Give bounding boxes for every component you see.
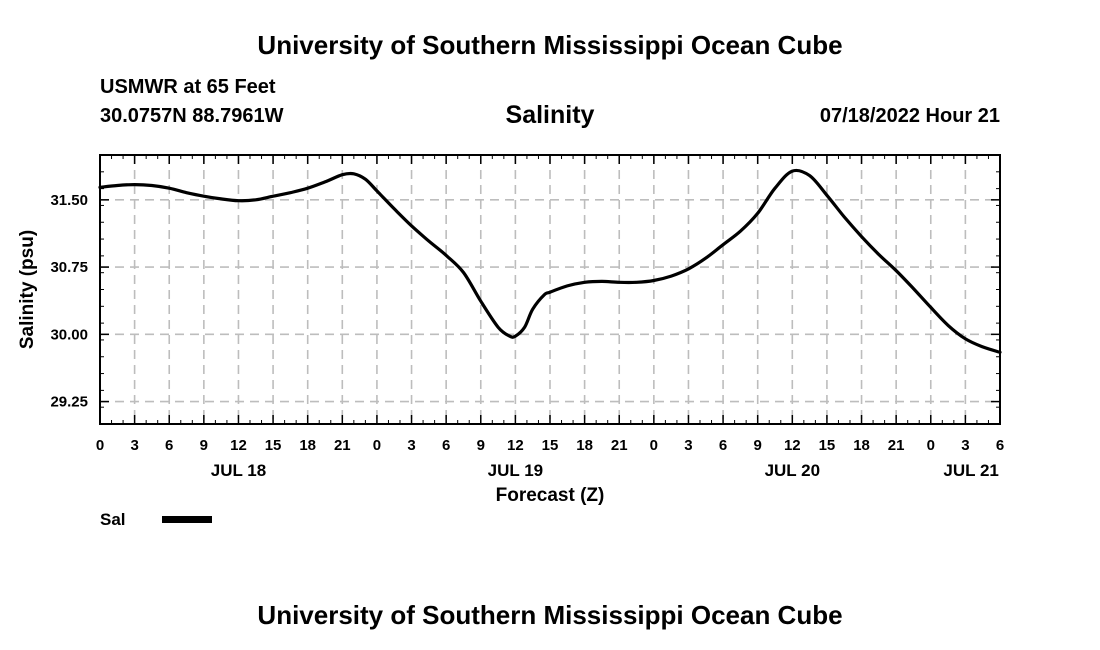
salinity-series-line xyxy=(98,168,1002,354)
x-tick-label: 18 xyxy=(576,437,593,454)
x-tick-label: 0 xyxy=(927,437,935,454)
x-tick-label: 3 xyxy=(961,437,969,454)
x-tick-label: 12 xyxy=(784,437,801,454)
x-tick-label: 9 xyxy=(477,437,485,454)
day-label: JUL 21 xyxy=(943,461,998,480)
x-tick-label: 9 xyxy=(200,437,208,454)
x-tick-label: 18 xyxy=(299,437,316,454)
footer-title: University of Southern Mississippi Ocean… xyxy=(257,600,843,630)
day-label: JUL 18 xyxy=(211,461,266,480)
x-tick-label: 15 xyxy=(819,437,836,454)
x-tick-label: 6 xyxy=(719,437,727,454)
x-tick-label: 9 xyxy=(754,437,762,454)
y-tick-label: 31.50 xyxy=(50,192,88,209)
forecast-run-time: 07/18/2022 Hour 21 xyxy=(819,105,1000,127)
label-layer: 0 3 6 9 12 15 18 21 0 3 6 9 12 15 18 21 0 3 6 9 12 15 18 21 0 3 6 2… xyxy=(17,192,1004,506)
x-tick-label: 3 xyxy=(684,437,692,454)
legend-label: Sal xyxy=(100,510,126,529)
x-tick-label: 3 xyxy=(407,437,415,454)
station-coordinates: 30.0757N 88.7961W xyxy=(100,105,284,127)
x-axis-label: Forecast (Z) xyxy=(496,485,605,506)
x-tick-label: 6 xyxy=(165,437,173,454)
tick-layer xyxy=(99,155,1001,425)
x-tick-label: 15 xyxy=(542,437,559,454)
x-tick-label: 0 xyxy=(96,437,104,454)
y-tick-label: 30.00 xyxy=(50,326,88,343)
x-tick-label: 21 xyxy=(611,437,628,454)
day-label: JUL 19 xyxy=(488,461,543,480)
x-tick-label: 0 xyxy=(373,437,381,454)
chart-title: Salinity xyxy=(505,101,595,129)
x-tick-label: 12 xyxy=(230,437,247,454)
x-tick-label: 6 xyxy=(996,437,1004,454)
header-title: University of Southern Mississippi Ocean… xyxy=(257,30,843,60)
grid-layer xyxy=(100,155,1000,424)
x-tick-label: 3 xyxy=(130,437,138,454)
x-tick-label: 18 xyxy=(853,437,870,454)
day-label: JUL 20 xyxy=(765,461,820,480)
x-tick-label: 6 xyxy=(442,437,450,454)
y-tick-label: 30.75 xyxy=(50,259,88,276)
x-tick-label: 21 xyxy=(888,437,905,454)
x-tick-label: 21 xyxy=(334,437,351,454)
x-tick-label: 15 xyxy=(265,437,282,454)
station-name: USMWR at 65 Feet xyxy=(100,76,276,98)
y-tick-label: 29.25 xyxy=(50,394,88,411)
x-tick-label: 12 xyxy=(507,437,524,454)
x-tick-label: 0 xyxy=(650,437,658,454)
legend-swatch xyxy=(162,516,212,523)
y-axis-label: Salinity (psu) xyxy=(17,230,38,349)
